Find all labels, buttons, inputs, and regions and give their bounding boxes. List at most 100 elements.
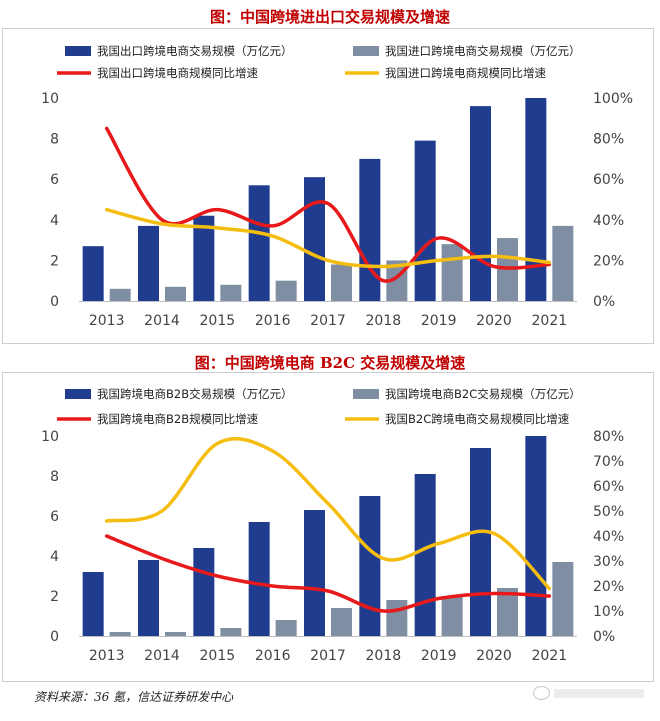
left-tick-label: 8 <box>50 469 59 485</box>
bar-series2-2019 <box>441 244 463 301</box>
x-tick-label: 2014 <box>144 313 180 329</box>
chart2-panel: 我国跨境电商B2B交易规模（万亿元） 我国跨境电商B2C交易规模（万亿元） 我国跨境… <box>2 372 654 682</box>
left-tick-label: 6 <box>50 172 59 188</box>
bar-series2-2015 <box>220 284 242 301</box>
left-tick-label: 8 <box>50 132 59 148</box>
left-tick-label: 4 <box>50 213 59 229</box>
right-tick-label: 70% <box>593 454 624 470</box>
x-tick-label: 2020 <box>476 313 512 329</box>
bar-series1-2013 <box>82 572 104 636</box>
chart1-title: 图：中国跨境进出口交易规模及增速 <box>209 8 450 26</box>
bar-series1-2020 <box>470 106 491 302</box>
left-tick-label: 10 <box>41 429 59 445</box>
right-tick-label: 100% <box>593 91 633 107</box>
x-tick-label: 2018 <box>366 648 402 664</box>
x-tick-label: 2016 <box>255 313 291 329</box>
bar-series1-2017 <box>304 177 325 301</box>
left-tick-label: 2 <box>50 589 59 605</box>
line-series-2 <box>104 437 552 591</box>
bar-series2-2015 <box>220 628 242 636</box>
left-tick-label: 10 <box>41 91 59 107</box>
bar-series1-2019 <box>414 140 436 301</box>
bar-series1-2016 <box>248 185 270 301</box>
legend-swatch-bar-0 <box>65 46 91 56</box>
legend-label-2: 我国出口跨境电商规模同比增速 <box>97 66 258 80</box>
right-tick-label: 20% <box>593 253 624 269</box>
left-tick-label: 0 <box>50 294 59 310</box>
bar-series2-2013 <box>109 632 131 636</box>
x-tick-label: 2019 <box>421 648 457 664</box>
left-tick-label: 6 <box>50 509 59 525</box>
legend-label-0: 我国出口跨境电商交易规模（万亿元） <box>97 44 293 58</box>
x-tick-label: 2020 <box>476 648 512 664</box>
bar-series1-2021 <box>525 436 547 636</box>
x-tick-label: 2013 <box>89 648 125 664</box>
bar-series2-2014 <box>165 286 186 301</box>
bar-series1-2014 <box>138 225 159 301</box>
left-tick-label: 4 <box>50 549 59 565</box>
bar-series2-2018 <box>386 600 408 636</box>
legend-swatch-bar-0 <box>65 389 91 399</box>
right-tick-label: 40% <box>593 529 624 545</box>
watermark <box>533 686 644 700</box>
bar-series2-2021 <box>552 562 574 636</box>
bar-series1-2020 <box>470 448 491 636</box>
bar-series2-2013 <box>109 288 131 301</box>
x-tick-label: 2021 <box>532 648 568 664</box>
x-tick-label: 2018 <box>366 313 402 329</box>
bar-series2-2014 <box>165 632 186 636</box>
bar-series1-2013 <box>82 246 104 301</box>
left-tick-label: 2 <box>50 253 59 269</box>
chart1-svg: 我国出口跨境电商交易规模（万亿元） 我国进口跨境电商交易规模（万亿元） 我国出口跨境… <box>41 44 633 329</box>
legend-label-1: 我国跨境电商B2C交易规模（万亿元） <box>385 387 581 401</box>
bar-series1-2017 <box>304 510 325 636</box>
bar-series2-2020 <box>497 588 518 636</box>
legend-swatch-bar-1 <box>353 46 379 56</box>
source-note: 资料来源：36 氪，信达证券研发中心 <box>34 690 234 704</box>
left-tick-label: 0 <box>50 629 59 645</box>
bar-series2-2017 <box>331 608 352 636</box>
wechat-icon <box>533 686 550 700</box>
right-tick-label: 50% <box>593 504 624 520</box>
bar-series2-2021 <box>552 225 574 301</box>
legend-label-1: 我国进口跨境电商交易规模（万亿元） <box>385 44 581 58</box>
right-tick-label: 20% <box>593 579 624 595</box>
chart2-svg: 我国跨境电商B2B交易规模（万亿元） 我国跨境电商B2C交易规模（万亿元） 我国跨境… <box>41 387 624 664</box>
legend-label-2: 我国跨境电商B2B规模同比增速 <box>97 412 259 426</box>
watermark-bar <box>554 688 644 698</box>
bar-series1-2021 <box>525 98 547 301</box>
x-tick-label: 2013 <box>89 313 125 329</box>
right-tick-label: 40% <box>593 213 624 229</box>
chart1-panel: 我国出口跨境电商交易规模（万亿元） 我国进口跨境电商交易规模（万亿元） 我国出口跨境… <box>2 28 654 344</box>
right-tick-label: 60% <box>593 479 624 495</box>
line-series-2 <box>104 207 552 269</box>
right-tick-label: 80% <box>593 429 624 445</box>
bar-series1-2015 <box>193 548 215 636</box>
right-tick-label: 30% <box>593 554 624 570</box>
legend-label-0: 我国跨境电商B2B交易规模（万亿元） <box>97 387 293 401</box>
line-series-1 <box>104 534 552 613</box>
x-tick-label: 2021 <box>532 313 568 329</box>
legend-label-3: 我国B2C跨境电商交易规模同比增速 <box>385 412 570 426</box>
x-tick-label: 2016 <box>255 648 291 664</box>
chart2-title: 图：中国跨境电商 B2C 交易规模及增速 <box>194 354 466 372</box>
legend-swatch-bar-1 <box>353 389 379 399</box>
bar-series2-2016 <box>275 280 297 301</box>
right-tick-label: 80% <box>593 132 624 148</box>
bar-series1-2018 <box>359 158 381 301</box>
bar-series2-2019 <box>441 596 463 636</box>
bar-series2-2017 <box>331 264 352 301</box>
right-tick-label: 0% <box>593 629 615 645</box>
bar-series1-2018 <box>359 496 381 636</box>
x-tick-label: 2014 <box>144 648 180 664</box>
bar-series2-2016 <box>275 620 297 636</box>
bar-series1-2016 <box>248 522 270 636</box>
bar-series1-2015 <box>193 215 215 301</box>
bar-series1-2019 <box>414 474 436 636</box>
right-tick-label: 10% <box>593 604 624 620</box>
x-tick-label: 2019 <box>421 313 457 329</box>
x-tick-label: 2017 <box>310 313 346 329</box>
x-tick-label: 2017 <box>310 648 346 664</box>
legend-label-3: 我国进口跨境电商规模同比增速 <box>385 66 546 80</box>
bar-series1-2014 <box>138 560 159 636</box>
